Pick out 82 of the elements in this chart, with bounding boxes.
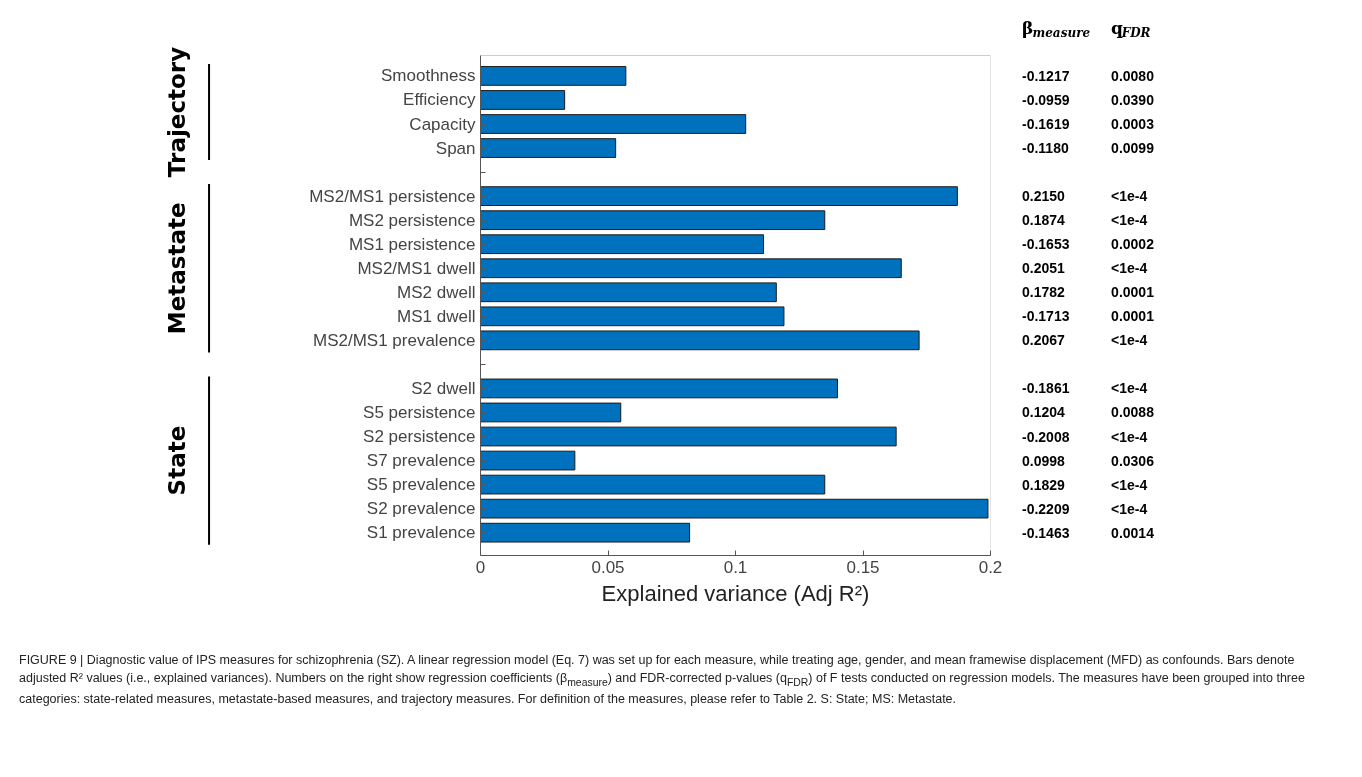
text: 0.2051 xyxy=(1022,260,1065,277)
text: State xyxy=(163,425,190,496)
text: 0.0001 xyxy=(1111,308,1154,325)
text: Metastate xyxy=(163,202,190,335)
text: 0.0306 xyxy=(1111,452,1154,469)
text: <1e-4 xyxy=(1111,380,1148,397)
text: 0.0002 xyxy=(1111,236,1154,253)
text: <1e-4 xyxy=(1111,260,1148,277)
text: 0.0099 xyxy=(1111,140,1154,157)
text: -0.1619 xyxy=(1022,116,1070,133)
text: 0.1204 xyxy=(1022,404,1065,421)
y-tick-label: Smoothness xyxy=(381,66,476,86)
x-tick-label: 0.05 xyxy=(591,557,625,577)
y-tick-label: Efficiency xyxy=(403,90,476,110)
bar xyxy=(480,234,765,255)
text: 0.0003 xyxy=(1111,116,1154,133)
x-tick-label: 0.2 xyxy=(978,557,1003,577)
text: 0.1874 xyxy=(1022,212,1065,229)
bar xyxy=(480,450,576,471)
x-tick-label: 0.15 xyxy=(846,557,880,577)
bar xyxy=(480,66,627,86)
y-tick-label: MS2 persistence xyxy=(348,210,476,230)
bar xyxy=(480,306,785,327)
x-axis-title: Explained variance (Adj R²) xyxy=(601,580,870,606)
text: 0.0080 xyxy=(1111,67,1154,84)
text: 0.1829 xyxy=(1022,476,1065,493)
text: 0.0014 xyxy=(1111,524,1154,541)
y-tick-label: S2 persistence xyxy=(363,427,476,447)
y-tick-label: Span xyxy=(435,138,476,158)
x-tick-label: 0 xyxy=(475,557,486,577)
y-tick-label: MS2/MS1 prevalence xyxy=(312,330,476,350)
bar xyxy=(480,186,958,206)
y-tick-label: Capacity xyxy=(409,114,476,134)
bar xyxy=(480,522,691,543)
text: <1e-4 xyxy=(1111,332,1148,349)
text: -0.1653 xyxy=(1022,236,1070,253)
text: -0.0959 xyxy=(1022,91,1070,108)
text: -0.1713 xyxy=(1022,308,1070,325)
y-tick-label: S5 prevalence xyxy=(366,475,476,495)
text: 0.0001 xyxy=(1111,284,1154,301)
y-tick-label: MS2/MS1 dwell xyxy=(357,258,476,278)
text: <1e-4 xyxy=(1111,212,1148,229)
bar xyxy=(480,114,747,134)
y-tick-label: MS2 dwell xyxy=(397,282,476,302)
bar xyxy=(480,498,989,519)
text: Trajectory xyxy=(163,46,190,178)
x-tick-label: 0.1 xyxy=(723,557,748,577)
caption: FIGURE 9 | Diagnostic value of IPS measures for schizophrenia (SZ). A linear regression model (Eq. 7) was set up for each measure, while treating age, gender, and mean framewise displacement (MFD) as confounds. Bars denote adjusted R² values (i.e., explained variances). Numbers on the right show regression coefficients (β$_{measure}$) and FDR-corrected p-values (q$_{FDR}$) of F tests conducted on regression models. The measures have been grouped into three categories: state-related measures, metastate-based measures, and trajectory measures. For definition of the measures, please refer to Table 2. S: State; MS: Metastate. xyxy=(18,652,1306,708)
text: <1e-4 xyxy=(1111,428,1148,445)
y-tick-label: S7 prevalence xyxy=(366,451,476,471)
text: -0.1861 xyxy=(1022,380,1070,397)
bar xyxy=(480,426,897,447)
text: 0.0998 xyxy=(1022,452,1065,469)
text: 0.1782 xyxy=(1022,284,1065,301)
bar xyxy=(480,474,826,495)
bar xyxy=(480,210,826,231)
text: 0.2150 xyxy=(1022,188,1065,205)
y-tick-label: MS1 dwell xyxy=(397,306,476,326)
text: 0.0390 xyxy=(1111,91,1154,108)
bar xyxy=(480,258,902,279)
text: 0.0088 xyxy=(1111,404,1154,421)
text: <1e-4 xyxy=(1111,500,1148,517)
text: -0.2209 xyxy=(1022,500,1070,517)
y-tick-label: S5 persistence xyxy=(363,402,476,422)
bar xyxy=(480,378,838,399)
y-tick-label: MS1 persistence xyxy=(348,234,476,254)
text: -0.2008 xyxy=(1022,428,1070,445)
bar xyxy=(480,138,617,158)
bar xyxy=(480,402,622,423)
y-tick-label: S2 dwell xyxy=(411,378,476,398)
bar xyxy=(480,90,566,110)
text: <1e-4 xyxy=(1111,188,1148,205)
bar xyxy=(480,330,920,351)
y-tick-label: S2 prevalence xyxy=(366,499,476,519)
y-tick-label: S1 prevalence xyxy=(366,523,476,543)
bar xyxy=(480,282,777,303)
text: -0.1180 xyxy=(1022,140,1069,157)
text: -0.1463 xyxy=(1022,524,1070,541)
text: -0.1217 xyxy=(1022,67,1070,84)
text: 0.2067 xyxy=(1022,332,1065,349)
y-tick-label: MS2/MS1 persistence xyxy=(309,186,476,206)
text: <1e-4 xyxy=(1111,476,1148,493)
